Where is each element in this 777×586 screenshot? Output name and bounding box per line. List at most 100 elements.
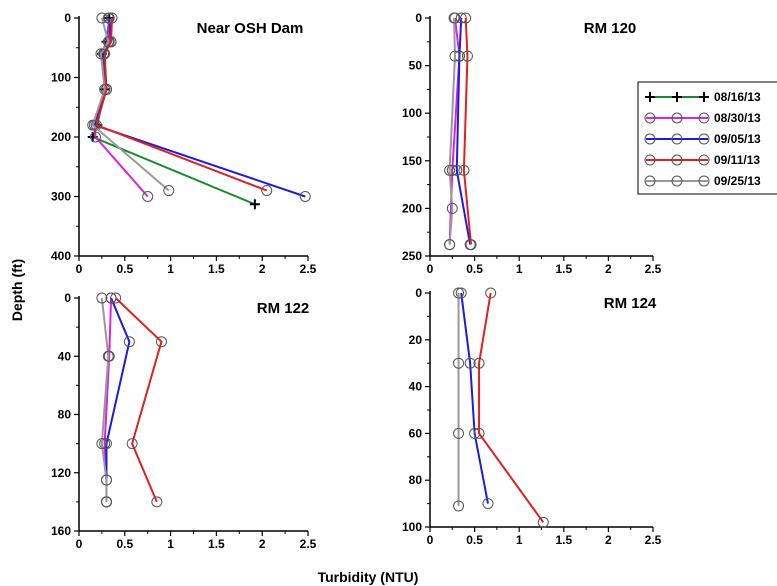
panel-title: RM 124 xyxy=(604,295,657,312)
legend-item: 09/25/13 xyxy=(644,174,761,188)
data-point xyxy=(142,191,154,202)
y-tick-label: 80 xyxy=(58,408,72,422)
y-tick-label: 20 xyxy=(409,333,423,347)
data-point xyxy=(105,36,117,48)
series-09-25-13 xyxy=(444,12,461,251)
legend-label: 09/11/13 xyxy=(714,153,760,167)
legend-label: 08/16/13 xyxy=(714,90,761,104)
legend-marker xyxy=(698,133,710,145)
data-point xyxy=(100,474,112,486)
data-point xyxy=(460,12,472,24)
x-tick-label: 0.5 xyxy=(466,533,483,547)
series-09-11-13 xyxy=(110,292,167,508)
y-tick-label: 150 xyxy=(402,154,422,168)
data-point xyxy=(96,438,108,450)
x-tick-label: 1.5 xyxy=(208,262,225,276)
series-09-25-13 xyxy=(453,287,465,512)
x-axis-label: Turbidity (NTU) xyxy=(318,569,419,585)
legend-label: 09/05/13 xyxy=(714,132,761,146)
data-point xyxy=(453,357,465,369)
series-09-05-13 xyxy=(89,12,311,202)
legend-item: 08/16/13 xyxy=(645,90,761,104)
data-point xyxy=(444,164,456,176)
data-point xyxy=(455,287,467,299)
x-tick-label: 1.5 xyxy=(555,262,572,276)
y-tick-label: 50 xyxy=(409,59,423,73)
y-tick-label: 300 xyxy=(51,190,71,204)
y-tick-label: 40 xyxy=(58,349,72,363)
data-point xyxy=(458,164,470,176)
legend-marker xyxy=(671,154,683,166)
series-line xyxy=(91,17,170,192)
x-tick-label: 0 xyxy=(76,262,83,276)
series-09-25-13 xyxy=(96,292,114,508)
data-point xyxy=(473,427,485,439)
legend-marker xyxy=(698,112,710,124)
data-point xyxy=(453,500,465,512)
series-09-11-13 xyxy=(473,287,549,528)
x-tick-label: 1.5 xyxy=(208,537,225,551)
data-point xyxy=(100,496,112,508)
y-tick-label: 0 xyxy=(64,11,71,25)
x-tick-label: 2 xyxy=(259,262,266,276)
x-tick-label: 0.5 xyxy=(116,537,133,551)
legend-label: 08/30/13 xyxy=(714,111,761,125)
legend-marker xyxy=(699,92,709,102)
series-line xyxy=(448,17,456,245)
x-tick-label: 2.5 xyxy=(645,262,662,276)
panel-3: 0 0.5 1 1.5 2 2.5 0 40 80 120 160 RM 122 xyxy=(51,291,317,551)
panel-2: 0 0.5 1 1.5 2 2.5 0 50 100 150 200 250 RM 120 xyxy=(402,11,662,276)
data-point xyxy=(448,12,460,24)
series-line xyxy=(93,17,149,198)
series-line xyxy=(455,17,472,245)
panel-title: RM 122 xyxy=(257,300,310,317)
data-point xyxy=(90,119,102,131)
legend-marker xyxy=(671,112,683,124)
series-line xyxy=(460,292,489,504)
legend-item: 09/11/13 xyxy=(644,153,760,167)
y-tick-label: 0 xyxy=(64,291,71,305)
legend-marker xyxy=(672,92,682,102)
x-tick-label: 0 xyxy=(76,537,83,551)
data-point xyxy=(482,498,494,510)
x-tick-label: 0 xyxy=(427,533,434,547)
data-point xyxy=(99,83,111,95)
data-point xyxy=(485,287,497,299)
data-point xyxy=(102,350,114,362)
data-point xyxy=(123,336,135,348)
data-point xyxy=(155,336,167,348)
data-point xyxy=(249,199,260,210)
data-point xyxy=(110,292,122,304)
data-point xyxy=(126,438,138,450)
legend-marker xyxy=(671,175,683,187)
x-tick-label: 2.5 xyxy=(645,533,662,547)
data-point xyxy=(473,357,485,369)
data-point xyxy=(102,36,114,48)
x-tick-label: 1 xyxy=(516,533,523,547)
series-09-11-13 xyxy=(90,12,273,197)
y-axis-label: Depth (ft) xyxy=(9,259,25,321)
legend-item: 09/05/13 xyxy=(644,132,761,146)
data-point xyxy=(96,292,108,304)
y-tick-label: 60 xyxy=(409,426,423,440)
y-tick-label: 100 xyxy=(51,71,71,85)
series-line xyxy=(95,17,268,192)
data-point xyxy=(163,185,175,197)
series-09-11-13 xyxy=(458,12,477,251)
x-tick-label: 0.5 xyxy=(466,262,483,276)
series-line xyxy=(462,17,473,245)
x-tick-label: 1.5 xyxy=(555,533,572,547)
legend-marker xyxy=(698,154,710,166)
series-09-25-13 xyxy=(87,12,175,197)
legend-marker xyxy=(644,154,656,166)
y-tick-label: 0 xyxy=(415,11,422,25)
series-line xyxy=(114,297,163,503)
series-line xyxy=(478,292,545,523)
x-tick-label: 2 xyxy=(605,262,612,276)
x-tick-label: 1 xyxy=(516,262,523,276)
panel-title: RM 120 xyxy=(584,20,637,37)
x-tick-label: 0.5 xyxy=(116,262,133,276)
data-point xyxy=(461,50,473,62)
